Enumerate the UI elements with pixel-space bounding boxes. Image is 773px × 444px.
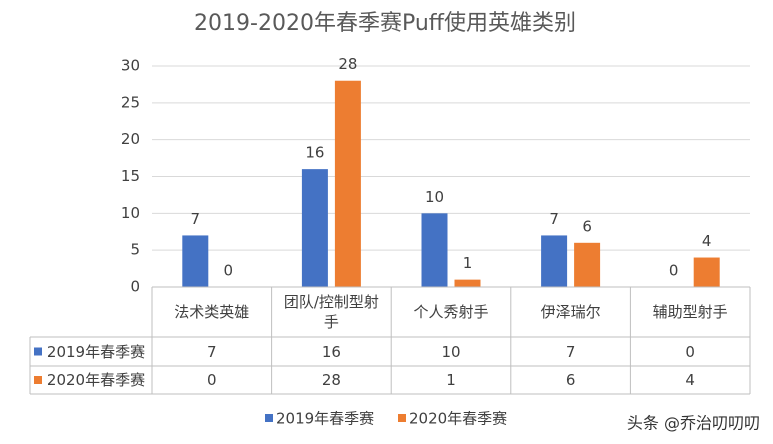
series-label: 2019年春季赛 — [46, 342, 146, 361]
data-label: 6 — [582, 217, 592, 235]
table-value: 16 — [321, 342, 341, 361]
category-label: 个人秀射手 — [413, 303, 489, 321]
table-value: 4 — [685, 371, 695, 389]
legend-swatch — [265, 414, 273, 422]
data-label: 0 — [669, 262, 679, 280]
bar — [421, 213, 448, 287]
bar — [301, 169, 328, 287]
data-label: 4 — [702, 232, 712, 250]
legend-label: 2019年春季赛 — [276, 410, 374, 428]
data-label: 16 — [305, 144, 324, 162]
watermark: 头条 @乔治叨叨叨 — [627, 414, 760, 433]
table-value: 10 — [441, 342, 461, 361]
bar — [334, 80, 361, 287]
category-label: 法术类英雄 — [174, 303, 250, 321]
bar — [541, 235, 568, 287]
bar — [693, 257, 720, 287]
legend-key — [34, 347, 42, 356]
data-label: 7 — [549, 210, 559, 228]
table-value: 0 — [207, 371, 217, 389]
y-tick-label: 20 — [121, 130, 140, 148]
bar — [454, 279, 481, 287]
table-value: 7 — [207, 342, 217, 361]
table-value: 1 — [446, 371, 456, 389]
legend-swatch — [398, 414, 406, 422]
y-tick-label: 5 — [130, 241, 140, 259]
category-label: 辅助型射手 — [652, 303, 728, 321]
data-label: 28 — [338, 55, 357, 73]
legend-key — [34, 376, 42, 384]
data-label: 7 — [191, 210, 201, 228]
category-label: 团队/控制型射手 — [283, 293, 379, 331]
data-label: 1 — [463, 254, 473, 272]
bar — [574, 242, 601, 287]
y-tick-label: 10 — [121, 204, 140, 222]
series-label: 2020年春季赛 — [46, 371, 146, 389]
legend-label: 2020年春季赛 — [409, 410, 507, 428]
bar — [182, 235, 209, 287]
table-value: 0 — [685, 342, 695, 361]
data-label: 0 — [224, 262, 234, 280]
table-value: 28 — [321, 371, 341, 389]
y-tick-label: 0 — [130, 278, 140, 296]
category-label: 伊泽瑞尔 — [540, 303, 601, 321]
data-label: 10 — [425, 188, 444, 206]
table-value: 7 — [565, 342, 576, 361]
y-tick-label: 15 — [121, 167, 140, 185]
y-tick-label: 25 — [121, 93, 140, 111]
table-value: 6 — [565, 371, 576, 389]
chart-title: 2019-2020年春季赛Puff使用英雄类别 — [194, 11, 576, 36]
y-tick-label: 30 — [121, 57, 140, 75]
